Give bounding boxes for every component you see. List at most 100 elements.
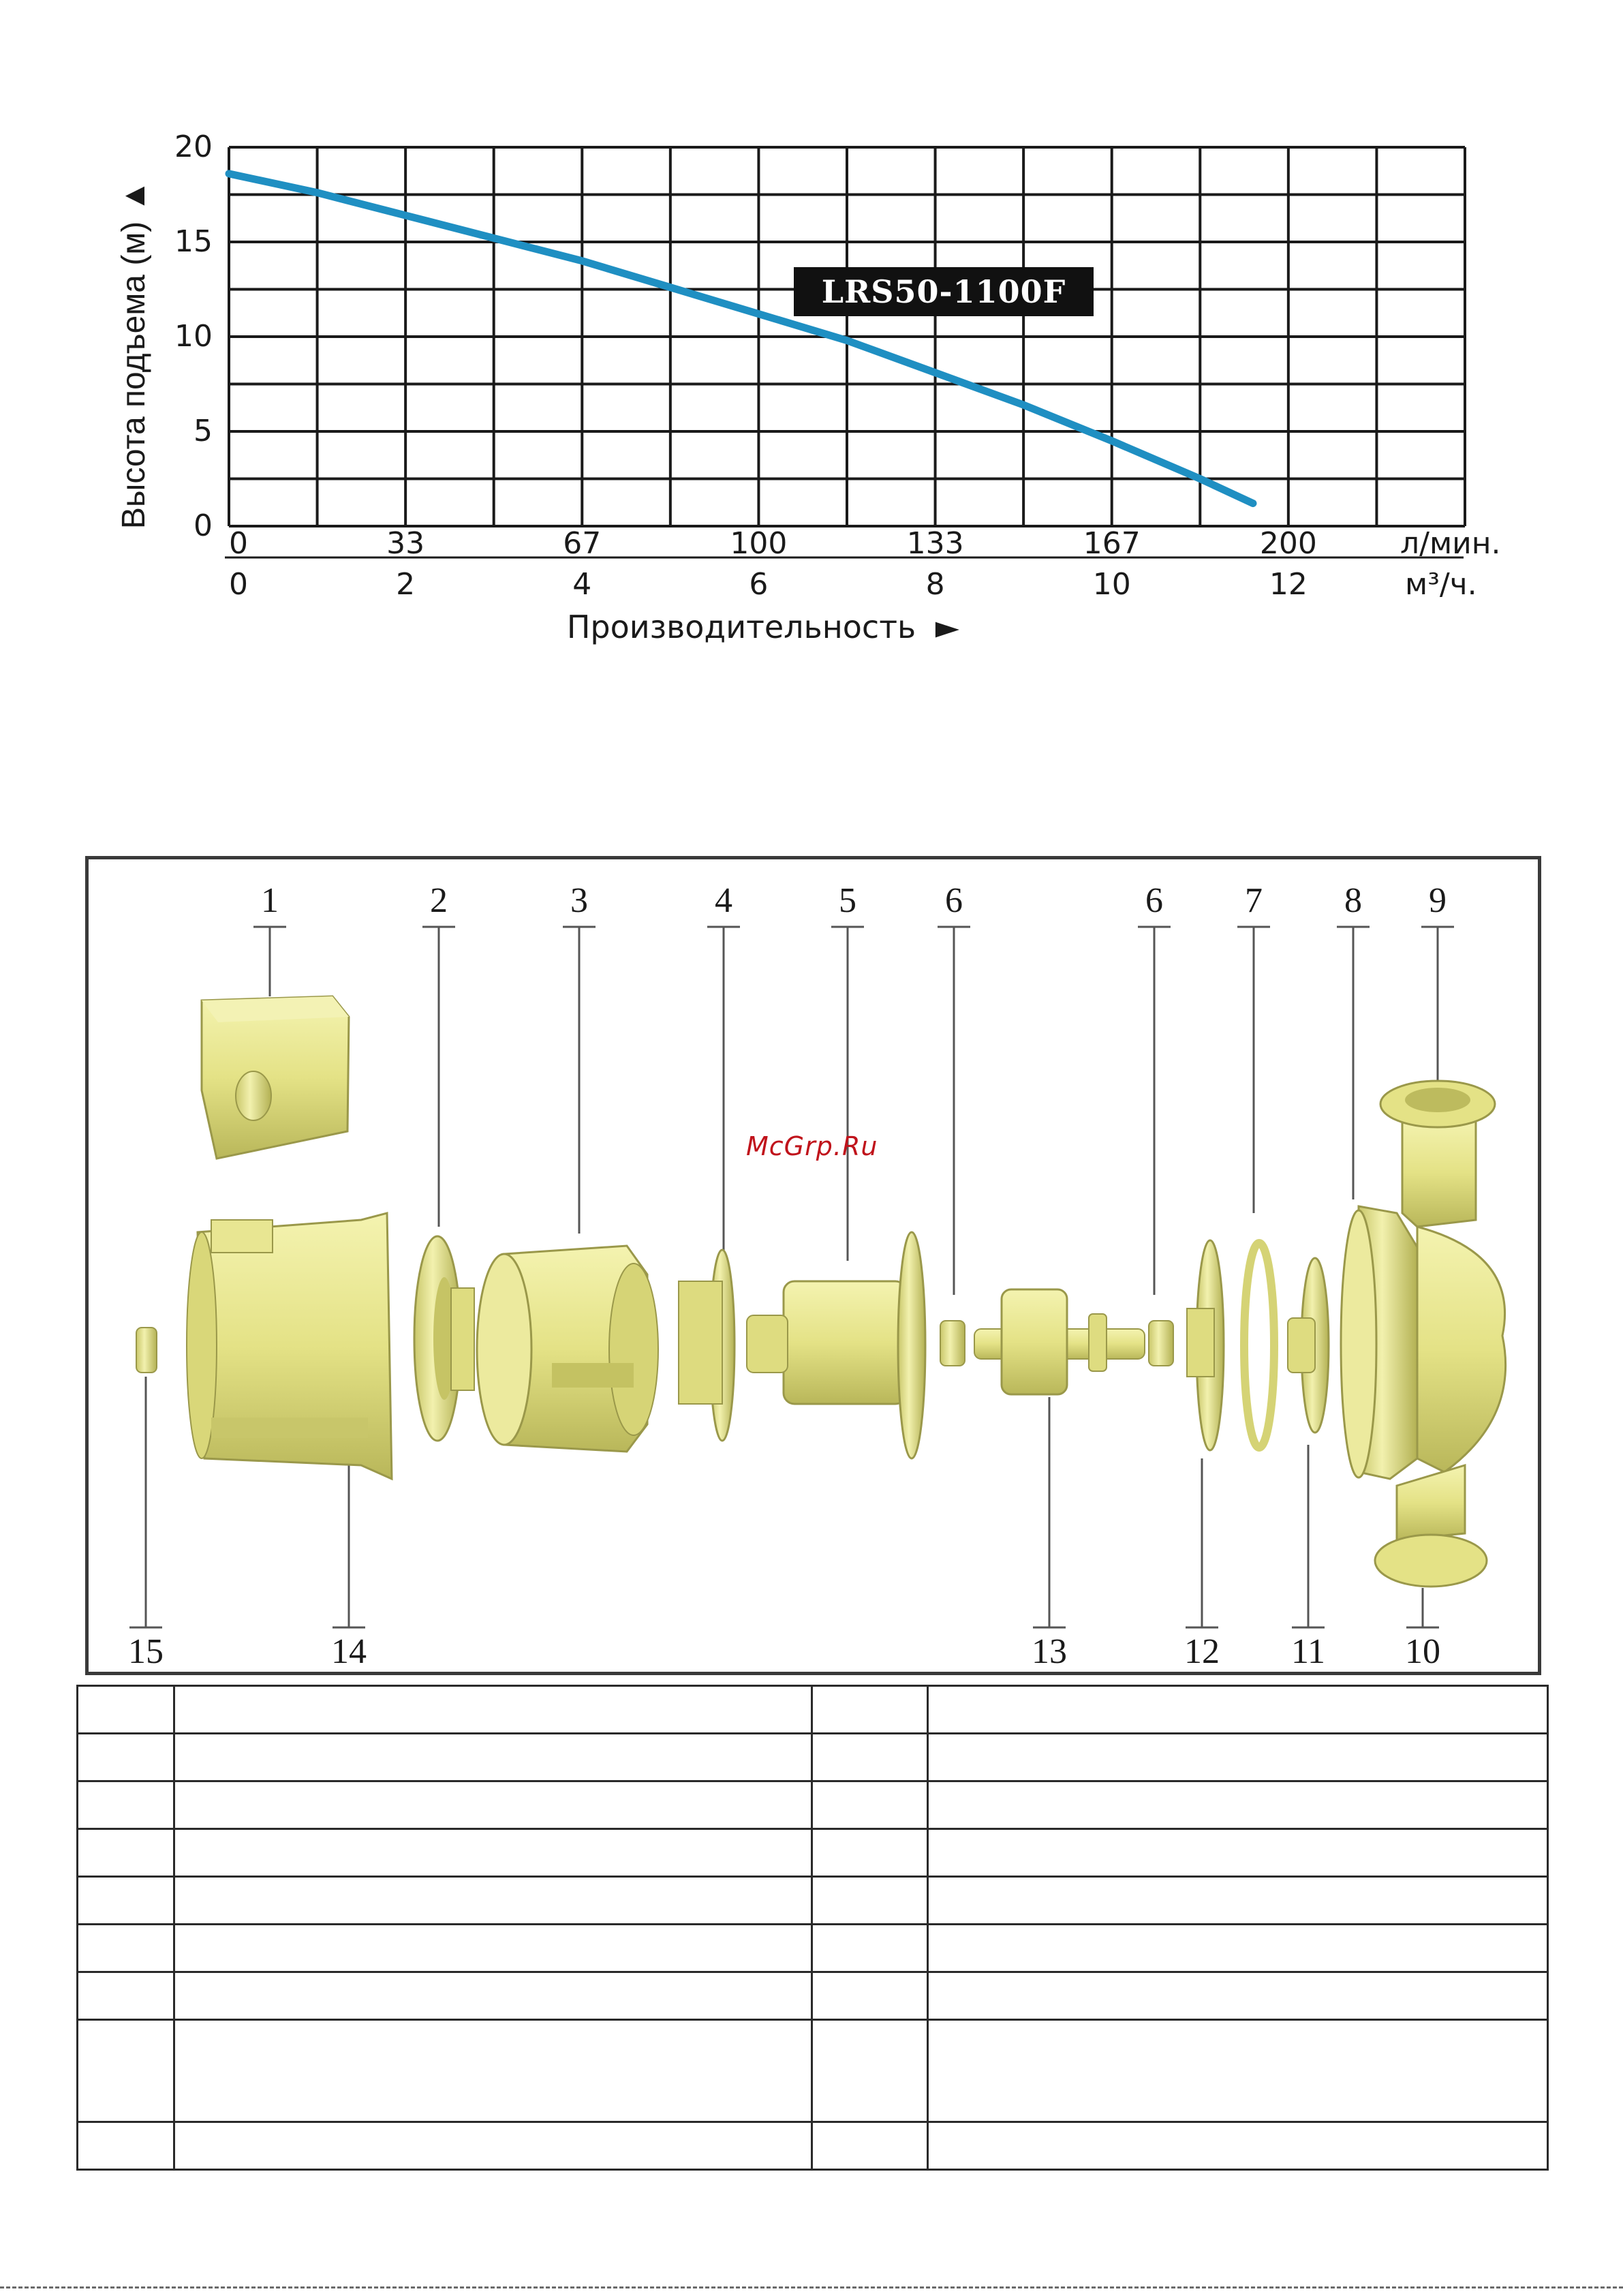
table-cell	[76, 1685, 175, 1734]
part-number-label: 2	[430, 881, 448, 920]
x-tick-label-lmin: 100	[730, 526, 787, 561]
part-10-inlet-port	[1374, 1463, 1488, 1588]
part-number-label: 7	[1245, 881, 1263, 920]
table-cell	[927, 1685, 1549, 1734]
table-cell	[811, 1971, 929, 2021]
y-tick-label: 15	[174, 224, 213, 259]
part-number-label: 4	[715, 881, 732, 920]
part-number-label: 9	[1429, 881, 1447, 920]
x-tick-label-lmin: 33	[386, 526, 424, 561]
part-numbers-top: 1 2 3 4 5 6 6 7 8 9	[261, 881, 1447, 920]
x-tick-label-m3h: 12	[1269, 567, 1308, 602]
table-cell	[76, 1732, 175, 1782]
table-row	[76, 1876, 1549, 1925]
part-13-rotor-shaft	[974, 1288, 1145, 1396]
part-7-o-ring	[1240, 1239, 1278, 1452]
x-tick-label-lmin: 167	[1083, 526, 1141, 561]
table-cell	[173, 2121, 813, 2171]
table-cell	[76, 2121, 175, 2171]
table-row	[76, 1732, 1549, 1782]
table-cell	[173, 1685, 813, 1734]
table-row	[76, 2121, 1549, 2171]
x-unit-lmin: л/мин.	[1400, 526, 1501, 561]
part-14-motor-housing	[186, 1212, 393, 1481]
part-5-rotor-can	[746, 1231, 927, 1460]
table-cell	[927, 1923, 1549, 1973]
y-axis-title: Высота подъема (м) ▲	[116, 180, 152, 529]
part-number-label: 8	[1344, 881, 1362, 920]
x-axis-ticks: 0 0 33 2 67 4 100 6 133 8 167 10 200 12	[229, 526, 1317, 602]
table-cell	[927, 1828, 1549, 1878]
table-row	[76, 1971, 1549, 2021]
x-tick-label-m3h: 2	[396, 567, 415, 602]
x-unit-m3h: м³/ч.	[1405, 567, 1477, 602]
table-cell	[811, 1685, 929, 1734]
table-cell	[76, 1828, 175, 1878]
x-tick-label-m3h: 10	[1093, 567, 1131, 602]
part-number-label: 14	[331, 1632, 367, 1671]
table-cell	[173, 1732, 813, 1782]
table-cell	[811, 1732, 929, 1782]
performance-curve	[225, 170, 1257, 508]
x-tick-label-lmin: 67	[563, 526, 601, 561]
model-label: LRS50-1100F	[822, 273, 1066, 310]
table-cell	[173, 1828, 813, 1878]
x-axis-title: Производительность ►	[567, 609, 960, 645]
y-tick-label: 10	[174, 319, 213, 354]
part-number-label: 1	[261, 881, 279, 920]
table-cell	[76, 1780, 175, 1830]
parts-table	[76, 1685, 1549, 2171]
table-cell	[927, 1971, 1549, 2021]
table-cell	[811, 1780, 929, 1830]
part-15-end-cap	[136, 1327, 157, 1373]
part-number-label: 6	[1145, 881, 1163, 920]
y-tick-label: 20	[174, 129, 213, 164]
page-bottom-rule	[0, 2286, 1623, 2289]
part-number-label: 6	[945, 881, 963, 920]
x-tick-label-lmin: 133	[907, 526, 964, 561]
part-number-label: 12	[1184, 1632, 1220, 1671]
table-row	[76, 2019, 1549, 2123]
table-cell	[173, 1923, 813, 1973]
part-number-label: 5	[839, 881, 856, 920]
part-2-bearing-plate	[413, 1235, 475, 1442]
part-numbers-bottom: 15 14 13 12 11 10	[128, 1632, 1440, 1671]
table-row	[76, 1828, 1549, 1878]
model-label-box	[794, 267, 1094, 316]
table-row	[76, 1685, 1549, 1734]
table-row	[76, 1923, 1549, 1973]
y-tick-label: 0	[194, 508, 213, 543]
table-cell	[76, 1971, 175, 2021]
part-1-terminal-box	[200, 995, 350, 1160]
x-tick-label-m3h: 4	[572, 567, 591, 602]
part-8-pump-housing	[1340, 1205, 1507, 1480]
x-tick-label-lmin: 0	[229, 526, 248, 561]
table-cell	[811, 2121, 929, 2171]
table-cell	[927, 1732, 1549, 1782]
watermark: McGrp.Ru	[746, 1131, 878, 1161]
part-number-label: 3	[570, 881, 588, 920]
part-leader-lines	[129, 925, 1454, 1629]
x-tick-label-m3h: 8	[926, 567, 945, 602]
y-axis-ticks: 0 5 10 15 20	[174, 129, 213, 543]
part-9-outlet-port	[1379, 1080, 1496, 1228]
part-number-label: 10	[1405, 1632, 1440, 1671]
part-number-label: 11	[1291, 1632, 1325, 1671]
part-3-stator	[476, 1244, 659, 1453]
chart-grid	[228, 146, 1466, 527]
part-12-bearing-plate	[1186, 1239, 1225, 1452]
x-tick-label-m3h: 6	[749, 567, 768, 602]
table-cell	[173, 1971, 813, 2021]
table-cell	[173, 1876, 813, 1925]
part-number-label: 15	[128, 1632, 164, 1671]
table-cell	[811, 2019, 929, 2123]
table-cell	[811, 1828, 929, 1878]
x-tick-label-m3h: 0	[229, 567, 248, 602]
part-number-label: 13	[1032, 1632, 1067, 1671]
table-cell	[811, 1876, 929, 1925]
table-cell	[927, 2121, 1549, 2171]
table-cell	[76, 1923, 175, 1973]
table-cell	[173, 2019, 813, 2123]
